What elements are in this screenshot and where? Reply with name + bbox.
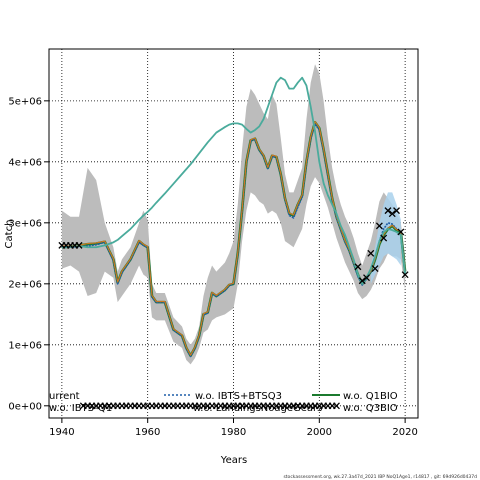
observed-point-5-stroke-b (354, 263, 362, 271)
zero-marker-2004 (333, 402, 340, 410)
observed-points (58, 207, 409, 410)
x-tick-label-1940: 1940 (49, 427, 74, 438)
legend-item-4: w.o. LandingsNoageGears (193, 403, 322, 414)
observed-point-8-stroke-b (367, 249, 375, 257)
legend-label-1: w.o. IBTS+BTSQ3 (195, 391, 282, 402)
observed-point-15 (397, 228, 405, 236)
observed-point-6-stroke-b (358, 277, 366, 285)
observed-point-12-stroke-b (384, 207, 392, 215)
legend-item-5: w.o. Q3BIO (343, 403, 398, 414)
observed-point-4-stroke-b (75, 241, 83, 249)
series-line-3 (61, 76, 407, 285)
legend-item-0: urrent (49, 391, 80, 402)
observed-point-14-stroke-b (393, 207, 401, 215)
observed-point-10-stroke-b (375, 222, 383, 230)
observed-point-13-stroke-b (388, 210, 396, 218)
y-tick-label-5000000: 5e+06 (8, 96, 42, 107)
observed-point-6 (358, 277, 366, 285)
x-axis-title: Years (220, 455, 247, 466)
y-tick-label-1000000: 1e+06 (8, 340, 42, 351)
y-tick-label-2000000: 2e+06 (8, 279, 42, 290)
legend-label-0: urrent (49, 391, 80, 402)
observed-point-11-stroke-b (380, 234, 388, 242)
legend-item-2: w.o. Q1BIO (312, 391, 398, 402)
footer-note: stockassessment.org, wk.27.3a47d_2021 IB… (283, 474, 477, 480)
observed-point-9-stroke-b (371, 265, 379, 273)
observed-point-9 (371, 265, 379, 273)
legend-label-4: w.o. LandingsNoageGears (193, 403, 322, 414)
y-tick-label-3000000: 3e+06 (8, 218, 42, 229)
zero-marker-2004-stroke-b (333, 402, 340, 410)
y-tick-label-0: 0e+00 (8, 401, 42, 412)
legend: urrent w.o. IBTS+BTSQ3 w.o. Q1BIO w.o. IBTS… (49, 391, 398, 414)
x-tick-label-1980: 1980 (221, 427, 246, 438)
legend-item-1: w.o. IBTS+BTSQ3 (164, 391, 282, 402)
legend-label-2: w.o. Q1BIO (343, 391, 398, 402)
observed-point-15-stroke-b (397, 228, 405, 236)
observed-point-16-stroke-b (401, 271, 409, 279)
observed-point-10 (375, 222, 383, 230)
observed-point-11 (380, 234, 388, 242)
axes: 1940 1960 1980 2000 2020 0e+00 1e+06 2e+06 3e+06… (8, 48, 419, 438)
observed-point-8 (367, 249, 375, 257)
observed-point-14 (393, 207, 401, 215)
y-axis-title: Catch (4, 220, 15, 249)
x-tick-label-1960: 1960 (135, 427, 160, 438)
confidence-band-area (61, 64, 406, 365)
observed-point-4 (75, 241, 83, 249)
observed-point-16 (401, 271, 409, 279)
y-tick-label-4000000: 4e+06 (8, 157, 42, 168)
observed-point-13 (388, 210, 396, 218)
observed-point-5 (354, 263, 362, 271)
x-tick-label-2000: 2000 (307, 427, 332, 438)
series-lines (61, 76, 407, 358)
observed-point-7-stroke-b (363, 274, 370, 282)
x-tick-label-2020: 2020 (392, 427, 417, 438)
observed-point-7 (363, 274, 370, 282)
legend-label-3: w.o. IBTS-Q1 (49, 403, 112, 414)
legend-label-5: w.o. Q3BIO (343, 403, 398, 414)
legend-item-3: w.o. IBTS-Q1 (49, 403, 112, 414)
observed-point-12 (384, 207, 392, 215)
